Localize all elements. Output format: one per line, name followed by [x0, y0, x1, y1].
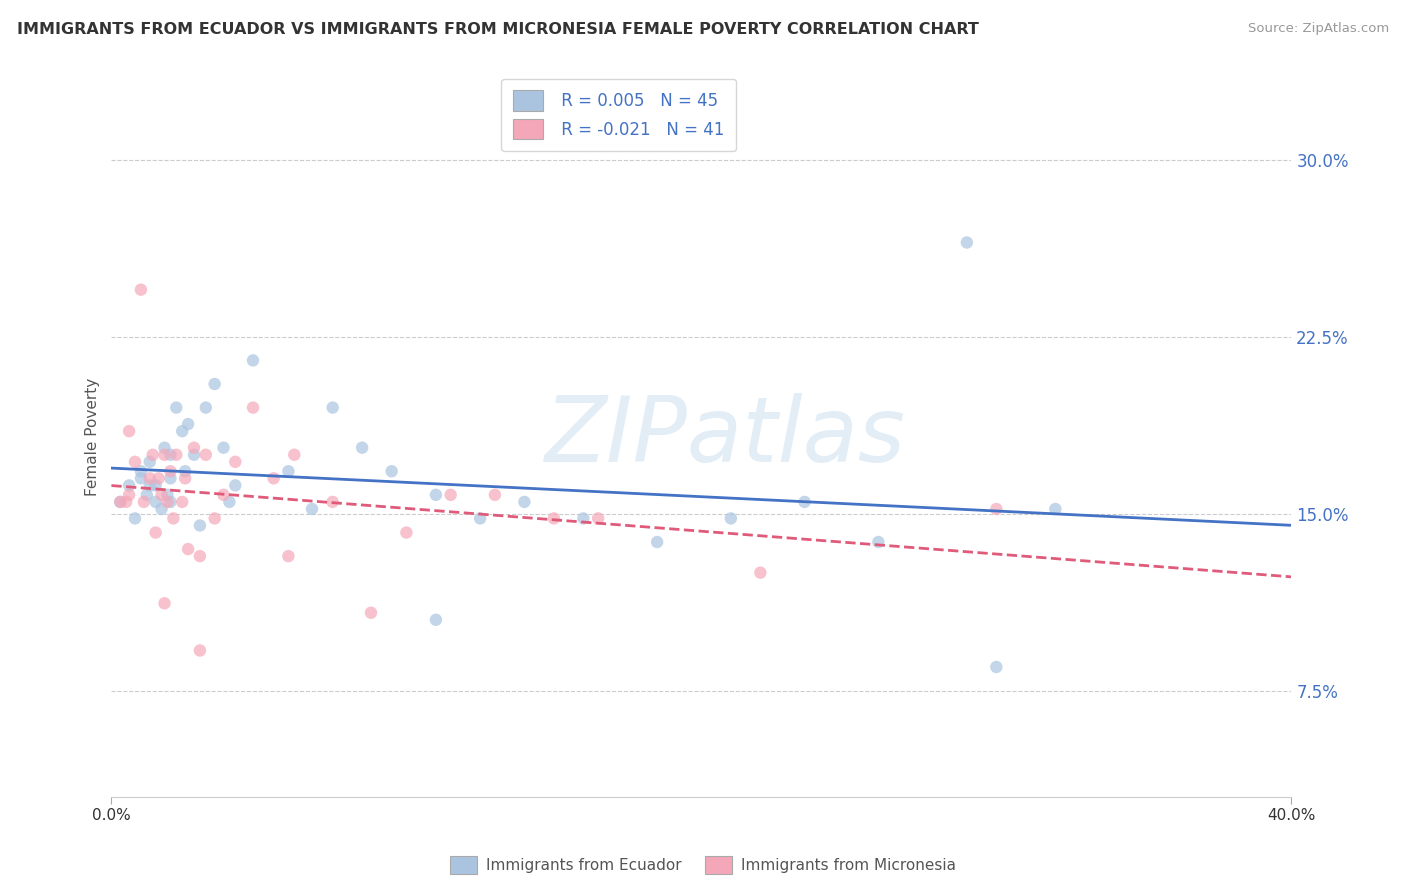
- Point: [204, 511, 226, 525]
- Point: [156, 495, 179, 509]
- Point: [118, 488, 141, 502]
- Point: [139, 455, 162, 469]
- Point: [150, 502, 173, 516]
- Point: [165, 448, 187, 462]
- Point: [263, 471, 285, 485]
- Point: [586, 511, 609, 525]
- Point: [142, 448, 165, 462]
- Point: [183, 441, 205, 455]
- Legend: Immigrants from Ecuador, Immigrants from Micronesia: Immigrants from Ecuador, Immigrants from…: [443, 850, 963, 880]
- Point: [129, 464, 152, 478]
- Point: [159, 495, 181, 509]
- Point: [115, 495, 138, 509]
- Point: [277, 549, 299, 563]
- Point: [183, 448, 205, 462]
- Point: [484, 488, 506, 502]
- Point: [129, 283, 152, 297]
- Point: [986, 502, 1008, 516]
- Point: [159, 464, 181, 478]
- Point: [513, 495, 536, 509]
- Point: [177, 417, 200, 431]
- Point: [150, 488, 173, 502]
- Point: [110, 495, 132, 509]
- Point: [194, 401, 217, 415]
- Point: [174, 471, 197, 485]
- Point: [212, 488, 235, 502]
- Point: [301, 502, 323, 516]
- Point: [425, 613, 447, 627]
- Point: [352, 441, 374, 455]
- Point: [381, 464, 404, 478]
- Point: [425, 488, 447, 502]
- Point: [194, 448, 217, 462]
- Point: [283, 448, 305, 462]
- Point: [110, 495, 132, 509]
- Point: [174, 464, 197, 478]
- Point: [986, 660, 1008, 674]
- Text: Source: ZipAtlas.com: Source: ZipAtlas.com: [1249, 22, 1389, 36]
- Point: [572, 511, 595, 525]
- Point: [153, 441, 176, 455]
- Point: [162, 511, 184, 525]
- Point: [868, 535, 890, 549]
- Point: [395, 525, 418, 540]
- Point: [135, 488, 157, 502]
- Point: [322, 401, 344, 415]
- Point: [145, 525, 167, 540]
- Point: [218, 495, 240, 509]
- Point: [177, 542, 200, 557]
- Point: [468, 511, 491, 525]
- Point: [277, 464, 299, 478]
- Point: [224, 455, 246, 469]
- Point: [153, 596, 176, 610]
- Point: [118, 478, 141, 492]
- Point: [139, 471, 162, 485]
- Point: [118, 424, 141, 438]
- Point: [360, 606, 382, 620]
- Point: [124, 511, 146, 525]
- Point: [153, 448, 176, 462]
- Point: [172, 495, 194, 509]
- Point: [793, 495, 815, 509]
- Point: [165, 401, 187, 415]
- Point: [172, 424, 194, 438]
- Point: [159, 448, 181, 462]
- Point: [440, 488, 463, 502]
- Point: [188, 549, 211, 563]
- Point: [148, 471, 170, 485]
- Point: [645, 535, 668, 549]
- Y-axis label: Female Poverty: Female Poverty: [86, 378, 100, 496]
- Point: [145, 495, 167, 509]
- Point: [145, 478, 167, 492]
- Point: [132, 495, 155, 509]
- Point: [139, 478, 162, 492]
- Point: [543, 511, 565, 525]
- Point: [749, 566, 772, 580]
- Point: [720, 511, 742, 525]
- Point: [242, 353, 264, 368]
- Point: [224, 478, 246, 492]
- Point: [212, 441, 235, 455]
- Point: [124, 455, 146, 469]
- Point: [156, 488, 179, 502]
- Point: [129, 471, 152, 485]
- Point: [1045, 502, 1067, 516]
- Point: [188, 643, 211, 657]
- Point: [159, 471, 181, 485]
- Point: [322, 495, 344, 509]
- Point: [204, 376, 226, 391]
- Text: IMMIGRANTS FROM ECUADOR VS IMMIGRANTS FROM MICRONESIA FEMALE POVERTY CORRELATION: IMMIGRANTS FROM ECUADOR VS IMMIGRANTS FR…: [17, 22, 979, 37]
- Point: [242, 401, 264, 415]
- Point: [956, 235, 979, 250]
- Point: [188, 518, 211, 533]
- Legend:  R = 0.005   N = 45,  R = -0.021   N = 41: R = 0.005 N = 45, R = -0.021 N = 41: [502, 78, 737, 151]
- Text: ZIPatlas: ZIPatlas: [544, 393, 905, 481]
